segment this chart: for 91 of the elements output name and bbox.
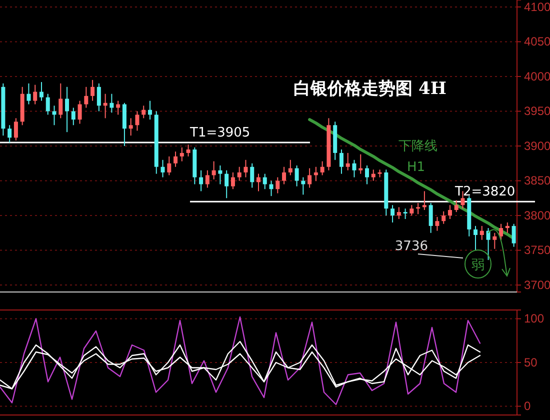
candlestick (480, 225, 484, 240)
y-tick-label: 3900 (524, 138, 550, 153)
candlestick (499, 223, 504, 240)
candlestick (84, 86, 88, 108)
candlestick (180, 146, 184, 162)
y-tick-label: 50 (524, 355, 538, 370)
candlestick (454, 200, 458, 213)
circled-note: 弱 (464, 250, 492, 278)
candlestick (308, 168, 312, 188)
candlestick (116, 100, 120, 116)
candlestick (320, 160, 324, 176)
candlestick (396, 206, 401, 220)
line-series (0, 316, 481, 406)
candlestick (339, 148, 344, 174)
candlestick (8, 124, 12, 144)
candlestick (346, 152, 350, 171)
annotation: 弱 (472, 258, 484, 273)
candlestick (282, 166, 286, 185)
candlestick (410, 204, 414, 216)
candlestick (435, 216, 440, 232)
candlestick (78, 100, 82, 124)
candlestick (288, 159, 292, 176)
y-tick-label: 100 (524, 312, 544, 326)
candlestick (224, 170, 229, 199)
y-tick-label: 3700 (524, 278, 550, 292)
candlestick (212, 160, 216, 180)
candlestick (269, 180, 274, 197)
candlestick (110, 93, 114, 114)
candlestick (448, 204, 452, 220)
candlestick (90, 79, 95, 102)
candlestick (422, 190, 426, 210)
ref-line-label: T1=3905 (189, 126, 250, 141)
candlestick (390, 204, 395, 223)
candlestick (262, 173, 267, 190)
y-tick-label: 4050 (524, 34, 550, 49)
y-tick-label: 3800 (524, 208, 550, 222)
candlestick (416, 202, 420, 215)
candlestick (371, 169, 376, 182)
candlestick (294, 164, 299, 187)
candlestick (230, 172, 235, 190)
annotation: 下降线 (398, 139, 438, 154)
y-tick-label: 3750 (524, 243, 550, 258)
y-tick-label: 0 (524, 399, 531, 414)
candlestick (46, 93, 50, 116)
candlestick (428, 202, 433, 234)
candlestick (505, 222, 510, 234)
y-tick-label: 4100 (524, 0, 550, 14)
candlestick (39, 82, 44, 102)
candlestick (442, 210, 446, 224)
ref-line-label: T2=3820 (454, 184, 516, 200)
candlestick (358, 154, 363, 174)
candlestick (403, 208, 408, 220)
candlestick (96, 82, 101, 112)
candlestick (205, 170, 210, 188)
candlestick (314, 166, 318, 182)
candlestick (352, 159, 356, 178)
y-tick-label: 4000 (524, 69, 550, 84)
candlestick (199, 170, 204, 192)
line-series (0, 340, 481, 390)
candlestick (244, 159, 248, 178)
candlestick (14, 118, 18, 141)
candlestick (26, 82, 31, 105)
candlestick (218, 164, 222, 185)
candlestick (365, 164, 370, 185)
candlestick (167, 156, 172, 176)
candlestick (237, 166, 242, 182)
annotation: H1 (406, 160, 426, 175)
candlestick (486, 228, 490, 261)
candlestick (71, 107, 76, 126)
candlestick (52, 105, 56, 126)
candlestick (148, 100, 152, 120)
candlestick (250, 162, 254, 188)
candlestick (512, 223, 516, 248)
candlestick (492, 232, 497, 250)
annotation: 3736 (394, 239, 428, 254)
candlestick (276, 176, 280, 194)
candlestick (135, 110, 140, 132)
candlestick (160, 159, 165, 178)
candlestick (33, 84, 38, 105)
candlestick (58, 82, 63, 119)
candlestick (128, 118, 133, 136)
candlestick (103, 93, 108, 119)
candlestick (142, 105, 146, 119)
candlestick (256, 173, 260, 192)
text: 白银价格走势图 4H (294, 79, 446, 99)
y-tick-label: 3850 (524, 174, 550, 188)
candlestick (186, 144, 190, 157)
candlestick (65, 86, 70, 133)
candlestick (474, 225, 478, 251)
y-tick-label: 3950 (524, 104, 550, 118)
candlestick (174, 151, 178, 168)
